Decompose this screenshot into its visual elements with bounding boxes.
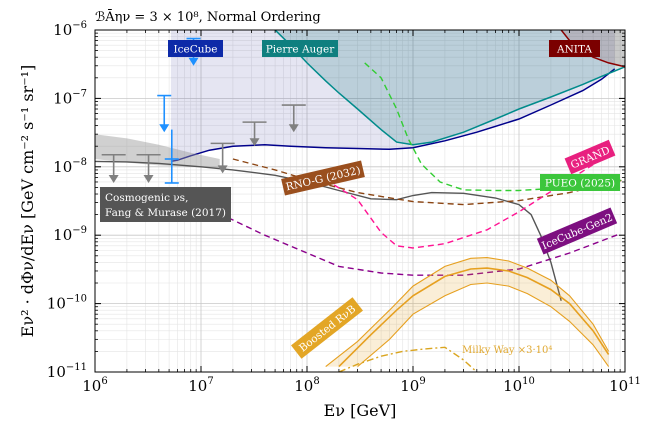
- cosmogenic-band: [95, 134, 220, 169]
- experimental-regions: [170, 30, 625, 163]
- pueo-label: PUEO (2025): [545, 178, 615, 190]
- pueo-tag: PUEO (2025): [540, 174, 620, 191]
- plot-frame: [94, 29, 626, 373]
- x-axis-title: Eν [GeV]: [324, 401, 397, 420]
- curve-pueo-2025-: [364, 62, 625, 192]
- flux-curves: [95, 62, 625, 372]
- curve-icecube-gen2: [227, 217, 621, 276]
- x-tick-label: 106: [82, 376, 107, 395]
- anita-tag: ANITA: [549, 40, 600, 57]
- x-tick-label: 108: [294, 376, 319, 395]
- boosted-band: [325, 257, 609, 367]
- limit-arrow-head: [217, 165, 228, 174]
- x-tick-label: 1011: [609, 376, 641, 395]
- region-line-icecube: [170, 68, 616, 163]
- cosmogenic-label-line2: Fang & Murase (2017): [105, 207, 226, 219]
- boosted-lower: [357, 282, 610, 368]
- y-tick-label: 10−9: [53, 225, 87, 244]
- milky-way-label: Milky Way ×3·10⁴: [462, 345, 552, 356]
- cosmogenic-label-line1: Cosmogenic νs,: [105, 192, 188, 204]
- region-fill-pierre-auger: [275, 30, 625, 145]
- y-tick-label: 10−8: [53, 157, 87, 176]
- chart-header: ℬᾹην = 3 × 10⁸, Normal Ordering: [95, 9, 321, 25]
- icecube-limit-arrow-head: [159, 124, 170, 133]
- limit-arrow-head: [143, 174, 154, 183]
- icecube-limit-arrow-head: [188, 57, 199, 66]
- y-tick-label: 10−7: [53, 88, 87, 107]
- boosted-central: [338, 267, 610, 368]
- icecube-tag: IceCube: [168, 40, 223, 57]
- icecube-label: IceCube: [174, 44, 218, 56]
- region-line-pierre-auger: [274, 30, 625, 146]
- upper-limits: [101, 37, 306, 184]
- grand-tag: GRAND: [564, 139, 616, 175]
- rnog-tag: RNO-G (2032): [281, 160, 365, 196]
- anita-label: ANITA: [556, 44, 592, 56]
- limit-arrow-head: [249, 138, 260, 147]
- region-fill-icecube: [170, 30, 615, 162]
- y-tick-label: 10−11: [47, 362, 87, 381]
- limit-arrow-head: [108, 174, 119, 183]
- milky-way-curve: [338, 346, 478, 372]
- y-tick-label: 10−10: [47, 294, 87, 313]
- auger-label: Pierre Auger: [266, 44, 336, 56]
- y-axis-title: Eν² · dΦν/dEν [GeV cm⁻² s⁻¹ sr⁻¹]: [18, 65, 37, 338]
- y-tick-label: 10−6: [53, 20, 87, 39]
- boosted-upper: [325, 257, 610, 368]
- limit-arrow-head: [288, 124, 299, 133]
- auger-tag: Pierre Auger: [262, 40, 338, 57]
- gen2-label: IceCube-Gen2: [540, 212, 614, 253]
- cosmogenic-tag: Cosmogenic νs, Fang & Murase (2017): [100, 187, 231, 222]
- boosted-label: Boosted RνB: [297, 303, 358, 355]
- curve-grand: [325, 154, 609, 249]
- x-tick-label: 1010: [503, 376, 535, 395]
- x-tick-label: 107: [188, 376, 213, 395]
- cosmogenic-line: [95, 160, 562, 301]
- curve-rno-g-2032-: [232, 158, 625, 206]
- x-tick-label: 109: [400, 376, 425, 395]
